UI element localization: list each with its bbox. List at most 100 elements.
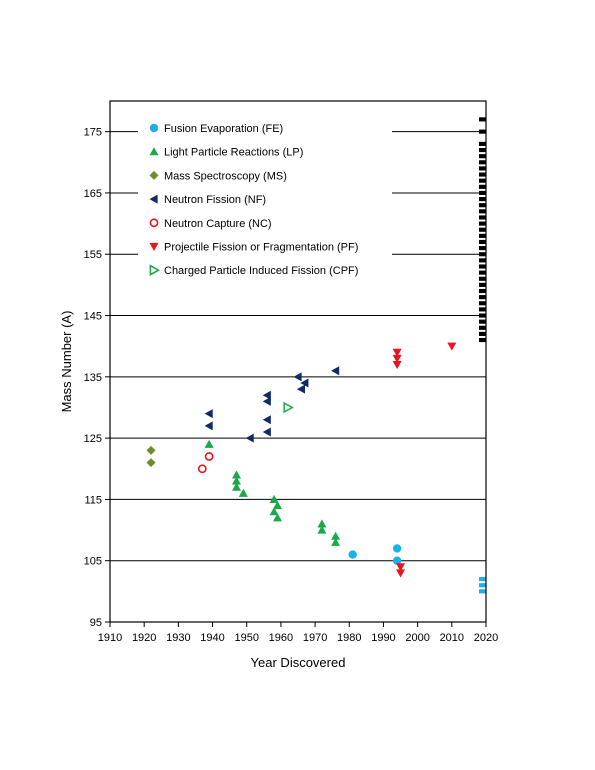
legend-label: Neutron Fission (NF) <box>164 194 266 206</box>
undiscovered-bar <box>479 141 486 146</box>
undiscovered-bar <box>479 325 486 330</box>
data-point <box>392 354 402 363</box>
data-point <box>204 439 214 448</box>
undiscovered-bar <box>479 295 486 300</box>
undiscovered-bar <box>479 172 486 177</box>
x-axis: 1910 1920 1930 1940 1950 1960 1970 1980 1990 2000… <box>98 622 498 644</box>
undiscovered-bar <box>479 221 486 226</box>
x-tick-label: 1920 <box>132 632 156 644</box>
y-tick-label: 105 <box>84 556 102 568</box>
undiscovered-bar <box>479 239 486 245</box>
data-point <box>300 378 309 388</box>
data-point <box>331 537 341 546</box>
data-point <box>396 569 406 578</box>
data-point <box>392 348 402 357</box>
data-point <box>272 513 282 522</box>
plot-area-frame <box>109 100 487 623</box>
data-point <box>238 488 248 497</box>
undiscovered-bar <box>479 190 486 196</box>
legend-marker <box>149 147 159 156</box>
undiscovered-bar <box>479 577 486 582</box>
undiscovered-bar <box>479 184 486 189</box>
y-axis-title: Mass Number (A) <box>59 311 74 413</box>
legend-marker <box>149 123 159 133</box>
x-tick-label: 1990 <box>371 632 395 644</box>
data-point <box>231 476 241 485</box>
data-point <box>245 433 254 443</box>
legend-label: Projectile Fission or Fragmentation (PF) <box>164 242 358 254</box>
data-point <box>296 384 306 394</box>
undiscovered-bar <box>479 307 486 312</box>
data-point <box>262 390 271 400</box>
data-points <box>146 342 457 578</box>
data-point <box>146 445 156 455</box>
y-tick-label: 175 <box>84 127 102 139</box>
data-point <box>231 470 241 479</box>
data-point <box>204 409 213 419</box>
x-tick-label: 1970 <box>303 632 327 644</box>
data-point <box>197 464 207 474</box>
data-point <box>204 452 214 461</box>
undiscovered-bar <box>479 258 486 263</box>
undiscovered-bar <box>479 203 486 208</box>
data-point <box>348 550 357 559</box>
undiscovered-bar <box>479 117 486 122</box>
data-point <box>269 507 279 516</box>
data-point <box>272 501 282 510</box>
data-point <box>331 531 341 540</box>
x-tick-label: 1930 <box>166 632 190 644</box>
data-point <box>293 372 302 382</box>
data-point <box>331 366 340 376</box>
data-point <box>262 427 271 437</box>
y-tick-label: 165 <box>84 188 102 200</box>
undiscovered-bar <box>479 337 486 343</box>
data-point <box>262 396 271 406</box>
x-tick-label: 1950 <box>234 632 258 644</box>
undiscovered-bars <box>479 117 486 594</box>
x-axis-title: Year Discovered <box>251 655 346 670</box>
undiscovered-bar <box>479 276 486 281</box>
data-point <box>317 525 327 534</box>
legend-label: Mass Spectroscopy (MS) <box>164 170 287 182</box>
x-tick-label: 2000 <box>405 632 429 644</box>
data-point <box>392 544 402 553</box>
y-tick-label: 155 <box>84 249 102 261</box>
x-tick-label: 1960 <box>269 632 293 644</box>
data-point <box>269 494 279 504</box>
undiscovered-bar <box>479 583 486 588</box>
undiscovered-bar <box>479 246 486 251</box>
undiscovered-bar <box>479 282 486 287</box>
legend-marker <box>149 264 161 276</box>
legend-label: Fusion Evaporation (FE) <box>164 123 283 135</box>
undiscovered-bar <box>479 227 486 232</box>
undiscovered-bar <box>479 209 486 214</box>
y-tick-label: 145 <box>84 311 102 323</box>
data-point <box>317 519 327 528</box>
y-tick-label: 125 <box>84 433 102 445</box>
legend-marker <box>149 194 158 204</box>
legend-marker <box>149 242 159 251</box>
legend: Fusion Evaporation (FE) Light Particle Re… <box>149 123 358 277</box>
undiscovered-bar <box>479 331 486 336</box>
data-point <box>447 342 457 351</box>
y-tick-label: 135 <box>84 372 102 384</box>
undiscovered-bar <box>479 166 486 171</box>
x-tick-label: 1910 <box>98 632 122 644</box>
legend-label: Light Particle Reactions (LP) <box>164 147 303 159</box>
y-tick-label: 95 <box>90 617 102 629</box>
undiscovered-bar <box>479 270 486 275</box>
data-point <box>396 563 406 572</box>
undiscovered-bar <box>479 264 486 269</box>
undiscovered-bar <box>479 288 486 294</box>
undiscovered-bar <box>479 233 486 238</box>
legend-label: Charged Particle Induced Fission (CPF) <box>164 265 358 277</box>
data-point <box>392 360 402 370</box>
undiscovered-bar <box>479 197 486 202</box>
legend-box <box>138 116 392 282</box>
x-tick-label: 2020 <box>474 632 498 644</box>
data-point <box>231 482 241 491</box>
x-tick-label: 1940 <box>200 632 224 644</box>
data-point <box>262 415 271 425</box>
undiscovered-bar <box>479 313 486 318</box>
